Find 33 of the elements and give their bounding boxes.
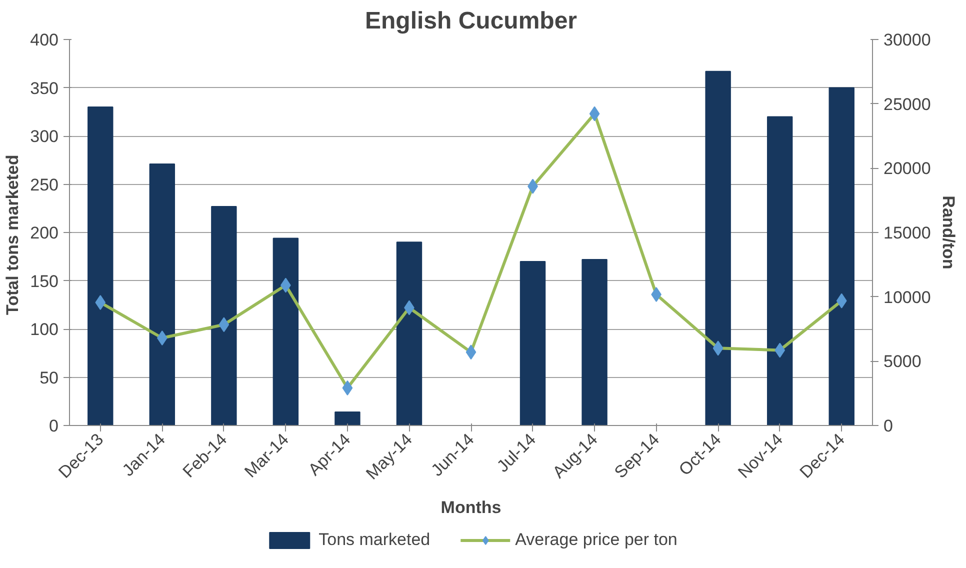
y-tick-label: 200 (30, 224, 59, 242)
bar (334, 411, 360, 426)
bar (582, 259, 608, 426)
x-axis-title: Months (440, 498, 502, 518)
y2-tick-label: 10000 (884, 288, 931, 307)
bar (149, 163, 176, 426)
bar (88, 106, 114, 426)
y2-tick-label: 15000 (884, 224, 931, 242)
y-axis-title: Total tons marketed (3, 154, 22, 315)
y-tick-label: 150 (30, 272, 59, 291)
y-tick-label: 0 (49, 416, 59, 436)
bar (705, 70, 731, 426)
y2-tick-label: 5000 (884, 352, 922, 372)
bar (272, 238, 299, 426)
y-tick-label: 400 (30, 30, 59, 50)
y2-tick-label: 25000 (884, 94, 931, 114)
legend-label: Tons marketed (318, 530, 430, 550)
y2-tick-label: 30000 (884, 30, 931, 50)
bar (520, 260, 546, 426)
bar (828, 87, 854, 426)
bar (396, 242, 422, 426)
y-tick-label: 350 (30, 78, 59, 98)
y2-tick-label: 0 (884, 416, 893, 436)
legend-label: Average price per ton (515, 530, 678, 550)
y-tick-label: 250 (30, 175, 59, 194)
y-tick-label: 300 (30, 127, 59, 146)
bar (766, 116, 793, 426)
y2-tick-label: 20000 (884, 159, 931, 178)
bar (211, 206, 237, 426)
y-tick-label: 100 (30, 320, 59, 339)
y2-axis-title: Rand/ton (938, 196, 958, 270)
y-tick-label: 50 (40, 368, 59, 388)
chart-title: English Cucumber (364, 8, 578, 34)
